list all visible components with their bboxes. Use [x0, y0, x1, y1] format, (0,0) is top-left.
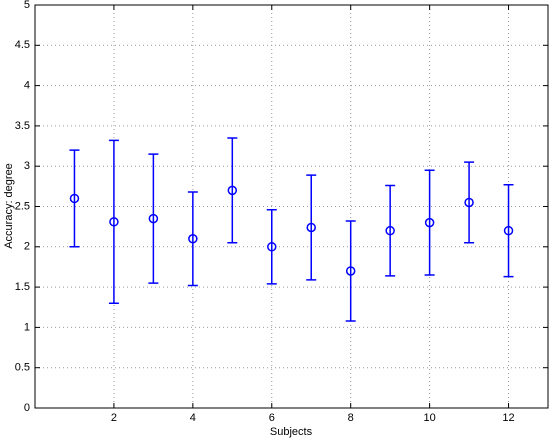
y-tick-label: 5: [24, 0, 30, 11]
y-tick-label: 2: [24, 241, 30, 253]
error-bar: [108, 139, 119, 304]
data-point: [69, 193, 80, 204]
data-point: [227, 185, 238, 196]
y-tick-label: 4.5: [15, 39, 30, 51]
x-axis-label: Subjects: [270, 426, 313, 438]
y-tick-label: 3: [24, 160, 30, 172]
y-tick-label: 1.5: [15, 281, 30, 293]
y-tick-label: 0.5: [15, 362, 30, 374]
error-bar: [464, 161, 475, 244]
x-tick-label: 4: [190, 412, 196, 424]
data-point: [306, 222, 316, 233]
x-tick-label: 6: [269, 412, 275, 424]
plot-frame: [34, 4, 549, 409]
error-bar: [69, 149, 80, 248]
y-tick-label: 0: [24, 402, 30, 414]
y-tick-label: 4: [24, 80, 30, 92]
x-tick-label: 8: [348, 412, 354, 424]
error-bar: [503, 183, 514, 278]
y-tick-label: 2.5: [15, 200, 30, 212]
error-bar: [385, 184, 396, 277]
data-point: [345, 266, 356, 276]
data-point: [188, 233, 198, 244]
x-tick-label: 12: [502, 412, 514, 424]
error-bar: [227, 137, 238, 244]
data-point: [424, 217, 435, 228]
data-point: [464, 197, 474, 208]
error-bar: [266, 208, 277, 285]
data-point: [109, 217, 119, 227]
error-bar: [306, 174, 317, 281]
y-tick-label: 1: [24, 321, 30, 333]
data-point: [385, 225, 395, 236]
error-bar: [424, 169, 435, 276]
data-point: [267, 242, 277, 252]
x-tick-label: 2: [111, 412, 117, 424]
error-bar: [148, 153, 159, 284]
x-tick-label: 10: [423, 412, 435, 424]
y-axis-label: Accuracy: degree: [3, 163, 15, 249]
error-bar: [345, 220, 356, 322]
data-point: [503, 225, 514, 236]
y-tick-label: 3.5: [15, 120, 30, 132]
error-bar: [187, 191, 198, 287]
data-point: [148, 213, 159, 224]
